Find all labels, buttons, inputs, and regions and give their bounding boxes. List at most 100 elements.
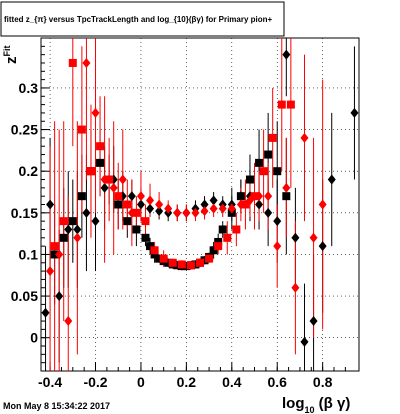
data-point-diamond [136,199,145,210]
data-point-diamond [64,316,73,327]
data-point-diamond [127,191,136,202]
data-point-diamond [118,174,127,185]
y-tick-label: 0.25 [11,122,38,138]
data-point-square [173,261,182,270]
x-tick-label: -0.2 [83,374,107,390]
data-point-square [259,167,268,176]
data-point-diamond [282,182,291,193]
data-point-diamond [218,203,227,214]
data-point-diamond [236,191,245,202]
data-point-diamond [55,249,64,260]
data-point-square [141,217,150,226]
data-point-square [159,254,168,263]
data-point-square [114,192,123,201]
y-tick-label: 0.05 [11,288,38,304]
data-point-diamond [155,206,164,217]
data-point-diamond [91,107,100,118]
data-point-square [209,246,218,255]
data-point-diamond [309,316,318,327]
data-point-diamond [273,216,282,227]
data-point-diamond [200,206,209,217]
data-point-square [245,175,254,184]
data-point-diamond [236,199,245,210]
x-axis-label-main: log [282,395,305,412]
data-point-square [86,167,95,176]
data-point-square [59,217,68,226]
data-point-square [141,233,150,242]
x-tick-label: 0.4 [222,374,242,390]
data-point-square [168,258,177,267]
data-point-diamond [91,216,100,227]
data-point-square [218,225,227,234]
data-point-diamond [55,291,64,302]
chart-title: fitted z_{π} versus TpcTrackLength and l… [4,15,273,24]
data-point-square [96,158,105,167]
data-point-square [223,233,232,242]
data-point-square [164,258,173,267]
data-point-diamond [273,241,282,252]
data-point-diamond [73,224,82,235]
data-point-square [68,217,77,226]
data-point-square [277,100,286,109]
data-point-diamond [182,207,191,218]
x-axis: -0.4 -0.2 0 0.2 0.4 0.6 0.8 [38,362,346,390]
data-point-diamond [291,232,300,243]
data-point-diamond [100,182,109,193]
data-point-diamond [209,195,218,206]
x-tick-label: 0.8 [313,374,333,390]
data-point-diamond [136,191,145,202]
y-axis: 0 0.05 0.1 0.15 0.2 0.25 0.3 [11,45,50,364]
data-point-square [114,200,123,209]
data-point-square [123,200,132,209]
data-point-diamond [82,57,91,68]
data-point-square [146,242,155,251]
data-point-diamond [264,191,273,202]
plot-frame [40,37,360,372]
data-point-diamond [200,199,209,210]
data-point-diamond [318,199,327,210]
data-point-diamond [300,132,309,143]
data-point-square [191,260,200,269]
data-point-square [255,158,264,167]
data-point-diamond [191,207,200,218]
x-axis-label-sub: 10 [305,405,315,414]
data-point-square [50,242,59,251]
data-point-diamond [164,203,173,214]
title-box [0,1,285,37]
data-point-diamond [46,266,55,277]
data-point-square [177,260,186,269]
x-tick-label: 0.2 [177,374,197,390]
data-point-square [241,200,250,209]
data-point-diamond [146,203,155,214]
data-markers [41,49,359,347]
data-point-diamond [264,207,273,218]
data-point-diamond [282,49,291,60]
data-point-square [250,192,259,201]
data-point-square [77,192,86,201]
data-point-diamond [327,174,336,185]
data-point-square [132,225,141,234]
x-axis-label: log10 (β γ) [282,395,350,414]
x-tick-label: -0.4 [38,374,62,390]
data-point-diamond [46,199,55,210]
data-point-diamond [64,224,73,235]
data-point-diamond [100,174,109,185]
data-point-diamond [109,182,118,193]
y-tick-label: 0.15 [11,205,38,221]
y-tick-label: 0.3 [19,80,39,96]
data-point-square [196,258,204,267]
data-point-square [68,58,77,67]
data-point-square [50,250,59,259]
x-tick-label: 0.6 [267,374,287,390]
data-point-square [59,233,68,242]
data-point-diamond [300,336,309,347]
data-point-square [132,208,141,217]
data-point-square [214,242,223,251]
data-point-diamond [146,195,155,206]
data-point-square [282,192,291,201]
data-point-square [286,100,295,109]
data-point-square [200,256,209,265]
data-point-diamond [227,203,236,214]
y-axis-label-sub: Fit [2,46,12,57]
